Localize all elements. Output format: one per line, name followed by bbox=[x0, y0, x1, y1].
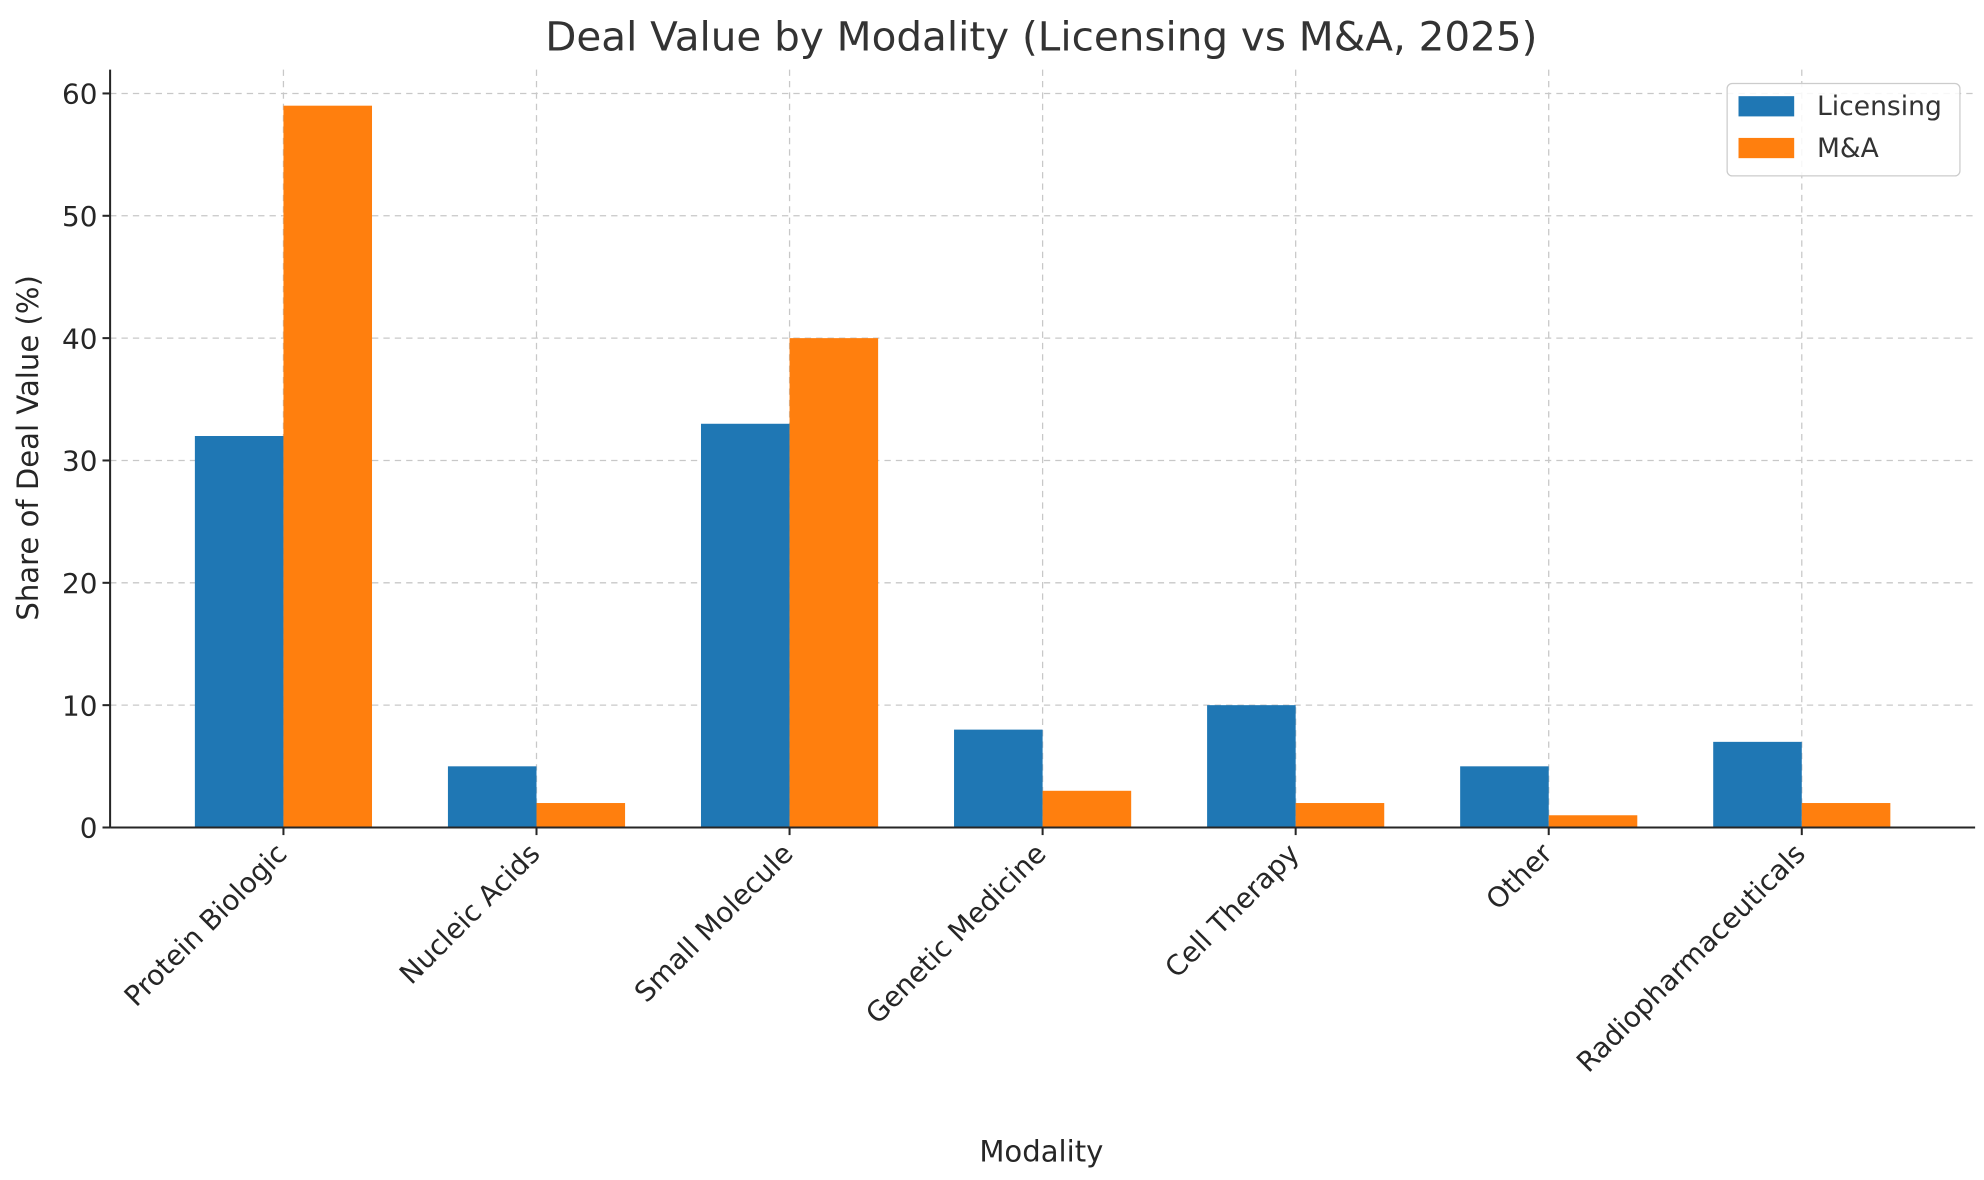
x-tick-label: Small Molecule bbox=[628, 837, 800, 1009]
bars bbox=[194, 105, 1891, 828]
bar-licensing bbox=[700, 423, 790, 828]
bar-licensing bbox=[447, 766, 537, 828]
bar-licensing bbox=[1713, 741, 1802, 828]
y-tick-label: 40 bbox=[62, 322, 97, 355]
bar-licensing bbox=[954, 729, 1043, 828]
y-tick-label: 20 bbox=[62, 567, 97, 600]
y-tick-label: 30 bbox=[62, 445, 97, 478]
legend-label: M&A bbox=[1817, 133, 1879, 164]
bar-ma bbox=[1042, 790, 1132, 828]
bar-licensing bbox=[1207, 705, 1296, 828]
x-axis-label: Modality bbox=[979, 1135, 1103, 1169]
y-tick-label: 0 bbox=[80, 812, 98, 845]
x-tick-labels: Protein Biologic Nucleic Acids Small Molec… bbox=[118, 837, 1812, 1079]
x-tick-label: Cell Therapy bbox=[1158, 837, 1305, 984]
x-tick-label: Other bbox=[1480, 837, 1560, 917]
bar-licensing bbox=[1460, 766, 1549, 828]
legend-swatch bbox=[1738, 137, 1795, 159]
bar-ma bbox=[1801, 803, 1891, 828]
bar-ma bbox=[283, 105, 373, 828]
bar-licensing bbox=[194, 436, 284, 828]
legend-label: Licensing bbox=[1817, 91, 1942, 122]
x-tick-label: Genetic Medicine bbox=[859, 837, 1052, 1030]
bar-ma bbox=[1295, 803, 1385, 828]
axes bbox=[102, 69, 1976, 836]
x-tick-label: Protein Biologic bbox=[118, 837, 294, 1013]
y-tick-label: 50 bbox=[62, 200, 97, 233]
grid-lines bbox=[110, 69, 1976, 829]
bar-ma bbox=[789, 338, 879, 828]
y-tick-label: 10 bbox=[62, 689, 97, 722]
bar-ma bbox=[536, 803, 626, 828]
legend: Licensing M&A bbox=[1726, 82, 1961, 177]
y-tick-label: 60 bbox=[62, 78, 97, 111]
legend-swatch bbox=[1738, 96, 1795, 117]
x-tick-label: Radiopharmaceuticals bbox=[1570, 837, 1812, 1079]
y-tick-labels: 0 10 20 30 40 50 60 bbox=[62, 78, 97, 845]
x-tick-label: Nucleic Acids bbox=[393, 837, 547, 991]
chart-title: Deal Value by Modality (Licensing vs M&A… bbox=[545, 13, 1537, 61]
bar-ma bbox=[1548, 815, 1638, 828]
y-axis-label: Share of Deal Value (%) bbox=[11, 275, 45, 620]
